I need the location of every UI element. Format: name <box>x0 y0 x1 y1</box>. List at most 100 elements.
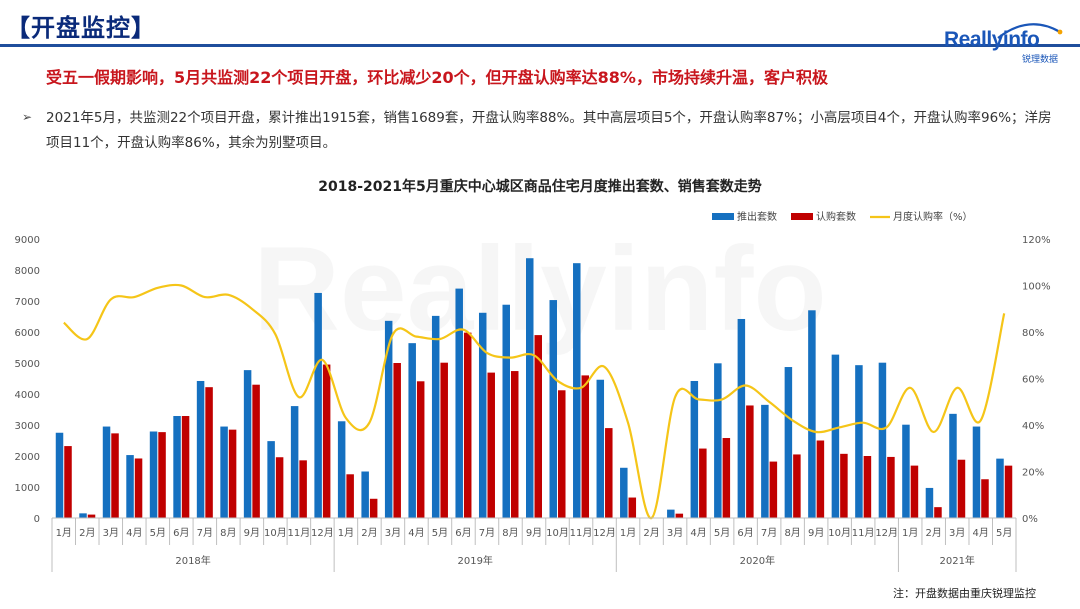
supply-bar <box>549 300 558 518</box>
x-tick-label: 6月 <box>737 527 753 539</box>
supply-bar <box>290 406 299 518</box>
supply-bar <box>855 365 863 518</box>
supply-bar <box>690 380 699 518</box>
y-left-tick-label: 6000 <box>15 328 40 339</box>
x-tick-label: 3月 <box>949 527 965 539</box>
supply-bar <box>996 458 1004 518</box>
year-group-label: 2019年 <box>457 554 492 567</box>
year-group-label: 2021年 <box>939 554 974 567</box>
x-tick-label: 5月 <box>432 527 448 539</box>
supply-bar <box>243 370 252 518</box>
supply-bar <box>478 312 487 518</box>
supply-bar <box>337 421 346 518</box>
y-right-tick-label: 100% <box>1022 282 1051 293</box>
x-tick-label: 10月 <box>264 527 287 539</box>
sold-bar <box>722 438 731 518</box>
supply-bar <box>620 467 628 518</box>
supply-bar <box>667 509 675 518</box>
supply-bar <box>878 362 887 518</box>
headline: 受五一假期影响，5月共监测22个项目开盘，环比减少20个，但开盘认购率达88%，… <box>46 68 828 87</box>
x-tick-label: 3月 <box>103 527 119 539</box>
x-tick-label: 12月 <box>875 527 898 539</box>
x-tick-label: 2月 <box>643 527 659 539</box>
supply-bar <box>972 426 981 518</box>
x-tick-label: 1月 <box>338 527 354 539</box>
sold-bar <box>158 432 166 518</box>
sold-bar <box>416 381 425 518</box>
x-tick-label: 3月 <box>385 527 401 539</box>
x-tick-label: 7月 <box>479 527 495 539</box>
supply-bar <box>949 413 957 518</box>
supply-bar <box>173 416 181 518</box>
y-left-tick-label: 7000 <box>15 297 40 308</box>
sold-bar <box>275 457 284 518</box>
sold-bar <box>440 362 448 518</box>
supply-bar <box>526 258 534 518</box>
supply-bar <box>902 424 910 518</box>
footnote: 注：开盘数据由重庆锐理监控 <box>893 587 1036 600</box>
x-tick-label: 1月 <box>56 527 72 539</box>
supply-bar <box>784 367 793 518</box>
x-tick-label: 9月 <box>808 527 824 539</box>
legend-rate-label: 月度认购率（%） <box>893 210 973 223</box>
x-tick-label: 1月 <box>902 527 918 539</box>
x-tick-label: 8月 <box>784 527 800 539</box>
legend-supply-label: 推出套数 <box>737 210 777 223</box>
y-right-tick-label: 40% <box>1022 421 1044 432</box>
sold-bar <box>746 405 754 518</box>
x-tick-label: 4月 <box>690 527 706 539</box>
logo-text: Reallyinfo <box>944 28 1040 51</box>
sold-bar <box>605 428 613 518</box>
supply-bar <box>408 343 416 518</box>
sold-bar <box>299 460 307 518</box>
y-right-tick-label: 20% <box>1022 468 1044 479</box>
supply-bar <box>925 487 934 518</box>
x-tick-label: 2月 <box>79 527 95 539</box>
x-tick-label: 4月 <box>973 527 989 539</box>
supply-bar <box>79 513 87 518</box>
y-right-tick-label: 60% <box>1022 375 1044 386</box>
supply-bar <box>431 315 440 518</box>
y-left-tick-label: 0 <box>34 514 40 525</box>
brand-logo: Reallyinfo 锐理数据 <box>940 18 1070 65</box>
year-group-label: 2018年 <box>175 554 210 567</box>
sold-bar <box>863 456 872 518</box>
x-tick-label: 9月 <box>526 527 542 539</box>
sold-bar <box>628 497 637 518</box>
logo-subtext: 锐理数据 <box>1021 55 1058 65</box>
x-tick-label: 7月 <box>761 527 777 539</box>
supply-bar <box>737 318 746 518</box>
x-tick-label: 11月 <box>570 527 593 539</box>
x-tick-label: 9月 <box>244 527 260 539</box>
sold-bar <box>558 390 566 518</box>
supply-bar <box>196 380 205 518</box>
supply-bar <box>267 441 275 518</box>
year-group-label: 2020年 <box>740 554 775 567</box>
x-tick-label: 2月 <box>926 527 942 539</box>
x-tick-label: 8月 <box>220 527 236 539</box>
legend-supply-swatch <box>712 213 734 220</box>
supply-bar <box>314 292 322 518</box>
supply-bar <box>714 363 722 518</box>
x-tick-label: 11月 <box>288 527 311 539</box>
sold-bar <box>910 465 919 518</box>
x-tick-label: 4月 <box>126 527 142 539</box>
header-divider <box>0 44 1080 47</box>
sold-bar <box>369 498 378 518</box>
x-tick-label: 5月 <box>714 527 730 539</box>
sold-bar <box>111 433 119 518</box>
y-left-tick-label: 5000 <box>15 359 40 370</box>
chart-title: 2018-2021年5月重庆中心城区商品住宅月度推出套数、销售套数走势 <box>318 179 762 195</box>
sold-bar <box>252 384 260 518</box>
x-tick-label: 5月 <box>996 527 1012 539</box>
supply-bar <box>126 455 134 518</box>
x-tick-label: 8月 <box>502 527 518 539</box>
y-left-tick-label: 9000 <box>15 235 40 246</box>
sold-bar <box>934 507 942 518</box>
y-right-tick-label: 0% <box>1022 514 1038 525</box>
rate-line <box>63 283 1006 520</box>
sold-bar <box>64 446 72 518</box>
x-tick-label: 12月 <box>593 527 616 539</box>
sold-bar <box>393 363 401 518</box>
